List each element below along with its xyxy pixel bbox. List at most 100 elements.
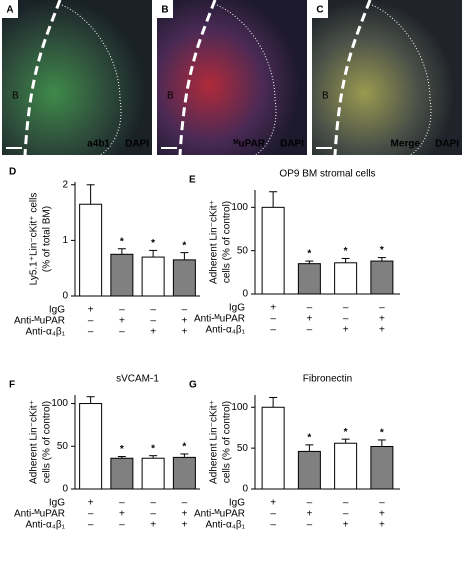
significance-star: * — [120, 236, 124, 247]
treatment-sign: + — [306, 509, 312, 520]
panel-letter: A — [6, 5, 13, 16]
chart-title: sVCAM-1 — [116, 374, 159, 385]
bar — [261, 206, 285, 295]
treatment-sign: – — [88, 520, 94, 531]
bar — [141, 457, 165, 490]
panel-letter: F — [9, 380, 15, 391]
bar — [334, 262, 358, 295]
y-tick-label: 100 — [231, 402, 248, 413]
treatment-sign: – — [270, 314, 276, 325]
treatment-sign: – — [307, 520, 313, 531]
bar — [110, 253, 134, 297]
significance-star: * — [182, 240, 186, 251]
treatment-sign: + — [181, 520, 187, 531]
bar — [334, 442, 358, 490]
treatment-name: IgG — [229, 303, 245, 314]
panel-letter: B — [161, 5, 168, 16]
significance-star: * — [307, 433, 311, 444]
treatment-sign: – — [343, 509, 349, 520]
bar — [172, 456, 196, 490]
y-tick-label: 0 — [62, 291, 68, 302]
treatment-name: Anti-ᴹuPAR — [194, 314, 245, 325]
treatment-sign: – — [88, 327, 94, 338]
treatment-sign: – — [343, 303, 349, 314]
treatment-sign: – — [150, 509, 156, 520]
treatment-sign: – — [307, 498, 313, 509]
chart-title: OP9 BM stromal cells — [279, 169, 375, 180]
treatment-sign: – — [307, 303, 313, 314]
treatment-name: Anti-α₄β₁ — [25, 520, 65, 531]
treatment-sign: + — [379, 314, 385, 325]
stain-label: DAPI — [125, 139, 149, 150]
y-tick-label: 100 — [231, 202, 248, 213]
y-axis-label: cells (% of control) — [222, 201, 233, 283]
treatment-sign: – — [150, 305, 156, 316]
bar — [141, 256, 165, 297]
treatment-sign: – — [307, 325, 313, 336]
bar — [79, 403, 103, 490]
treatment-sign: + — [343, 325, 349, 336]
significance-star: * — [120, 444, 124, 455]
treatment-sign: + — [88, 305, 94, 316]
bar — [79, 203, 103, 297]
treatment-name: Anti-ᴹuPAR — [14, 316, 65, 327]
panel-letter: C — [316, 5, 323, 16]
treatment-sign: + — [119, 509, 125, 520]
significance-star: * — [151, 443, 155, 454]
bar — [370, 445, 394, 490]
treatment-sign: – — [150, 498, 156, 509]
significance-star: * — [380, 428, 384, 439]
micrograph-b — [157, 0, 307, 156]
y-tick-label: 50 — [57, 441, 69, 452]
y-tick-label: 50 — [237, 443, 249, 454]
chart-title: Fibronectin — [303, 374, 352, 385]
treatment-sign: + — [270, 303, 276, 314]
treatment-sign: + — [379, 520, 385, 531]
treatment-sign: + — [343, 520, 349, 531]
treatment-sign: – — [88, 509, 94, 520]
treatment-name: Anti-ᴹuPAR — [14, 509, 65, 520]
y-axis-label: Adherent Lin⁻cKit⁺ — [209, 400, 220, 484]
region-label: B — [12, 91, 19, 102]
treatment-name: IgG — [49, 498, 65, 509]
bar — [261, 406, 285, 490]
y-tick-label: 0 — [242, 289, 248, 300]
region-label: B — [322, 91, 329, 102]
treatment-sign: – — [270, 509, 276, 520]
treatment-sign: + — [181, 327, 187, 338]
y-tick-label: 0 — [242, 484, 248, 495]
treatment-sign: + — [150, 327, 156, 338]
treatment-sign: – — [119, 327, 125, 338]
treatment-sign: – — [343, 314, 349, 325]
significance-star: * — [307, 249, 311, 260]
panel-letter-box — [2, 0, 18, 18]
treatment-name: Anti-α₄β₁ — [205, 520, 245, 531]
stain-label: a4b1 — [87, 139, 110, 150]
significance-star: * — [344, 246, 348, 257]
panel-letter-box — [312, 0, 328, 18]
treatment-sign: + — [379, 325, 385, 336]
panel-letter-box — [157, 0, 173, 18]
y-tick-label: 0 — [62, 484, 68, 495]
y-tick-label: 50 — [237, 245, 249, 256]
treatment-sign: + — [88, 498, 94, 509]
y-axis-label: Adherent Lin⁻cKit⁺ — [209, 200, 220, 284]
treatment-sign: – — [270, 520, 276, 531]
treatment-sign: – — [119, 305, 125, 316]
treatment-sign: – — [182, 498, 188, 509]
treatment-sign: – — [88, 316, 94, 327]
treatment-sign: + — [181, 509, 187, 520]
treatment-sign: + — [379, 509, 385, 520]
treatment-sign: – — [119, 520, 125, 531]
y-axis-label: cells (% of control) — [222, 401, 233, 483]
panel-letter: D — [9, 167, 16, 178]
bar — [297, 263, 321, 295]
treatment-sign: – — [343, 498, 349, 509]
bar — [297, 450, 321, 490]
micrograph-a — [2, 0, 152, 156]
treatment-sign: – — [150, 316, 156, 327]
stain-label: ᴹuPAR — [233, 139, 265, 150]
treatment-name: IgG — [229, 498, 245, 509]
y-axis-label: cells (% of control) — [42, 401, 53, 483]
